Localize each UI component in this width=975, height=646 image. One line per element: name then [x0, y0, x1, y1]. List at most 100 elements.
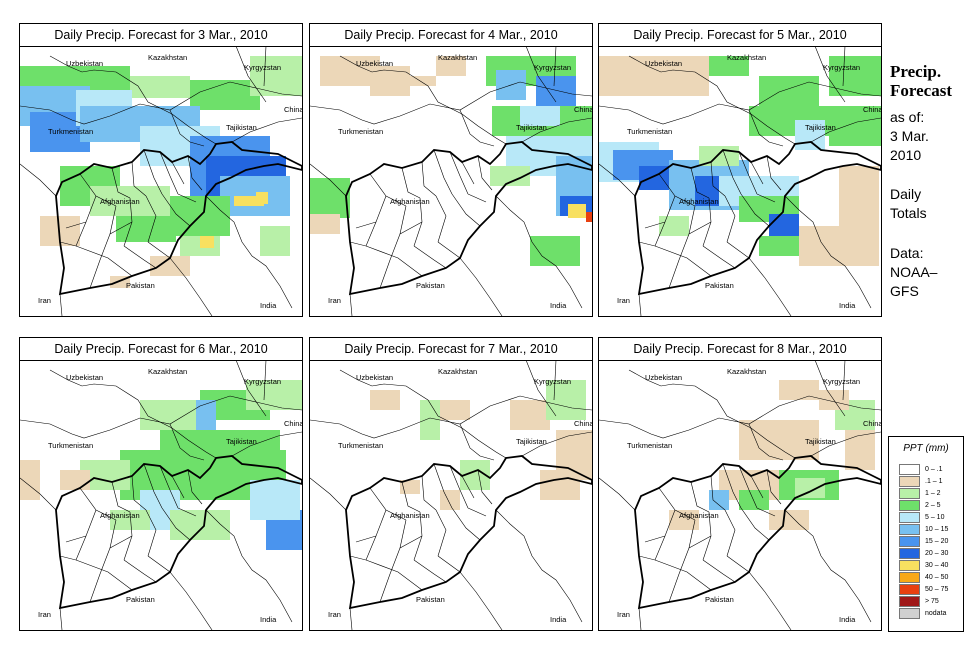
- country-label-afghanistan: Afghanistan: [100, 511, 140, 520]
- province-border: [59, 555, 77, 561]
- country-border: [628, 369, 796, 459]
- province-border: [654, 509, 676, 561]
- legend-item: 50 – 75: [899, 584, 961, 595]
- country-label-kazakhstan: Kazakhstan: [438, 53, 477, 62]
- legend-swatch: [899, 500, 920, 511]
- province-border: [668, 259, 680, 289]
- country-border: [49, 369, 217, 459]
- province-border: [722, 149, 742, 195]
- province-border: [75, 245, 133, 277]
- forecast-panel-mar-8: Daily Precip. Forecast for 8 Mar., 2010 …: [598, 337, 882, 631]
- country-border: [310, 477, 347, 511]
- data-source-line1: Data:: [890, 245, 924, 261]
- country-border: [20, 81, 302, 125]
- country-label-kazakhstan: Kazakhstan: [148, 53, 187, 62]
- afghanistan-border: [345, 141, 592, 296]
- legend-item: 0 – .1: [899, 464, 961, 475]
- province-border: [467, 507, 487, 517]
- legend-label: > 75: [925, 598, 939, 605]
- country-border: [263, 360, 267, 401]
- legend-item: > 75: [899, 596, 961, 607]
- province-border: [437, 241, 461, 259]
- country-label-tajikistan: Tajikistan: [805, 437, 836, 446]
- precip-cell: [116, 216, 176, 242]
- province-border: [355, 535, 377, 543]
- legend-label: .1 – 1: [925, 478, 943, 485]
- country-label-afghanistan: Afghanistan: [679, 197, 719, 206]
- country-border: [349, 607, 353, 630]
- country-border: [459, 423, 495, 461]
- country-label-tajikistan: Tajikistan: [226, 437, 257, 446]
- country-label-tajikistan: Tajikistan: [805, 123, 836, 132]
- legend-item: .1 – 1: [899, 476, 961, 487]
- legend-swatch: [899, 476, 920, 487]
- province-border: [187, 155, 203, 191]
- country-label-tajikistan: Tajikistan: [226, 123, 257, 132]
- country-border: [638, 293, 642, 316]
- precip-cell: [436, 56, 466, 76]
- country-label-india: India: [550, 301, 567, 310]
- legend-swatch: [899, 608, 920, 619]
- province-border: [365, 195, 387, 247]
- precip-cell: [200, 236, 214, 248]
- province-border: [145, 509, 157, 557]
- country-border: [20, 477, 57, 511]
- country-border: [205, 509, 293, 623]
- country-label-china: China: [284, 105, 302, 114]
- country-border: [748, 109, 784, 147]
- province-border: [401, 481, 421, 513]
- legend-label: 10 – 15: [925, 526, 949, 533]
- province-border: [722, 463, 742, 509]
- country-border: [599, 395, 881, 439]
- province-border: [421, 161, 437, 197]
- country-label-iran: Iran: [38, 610, 51, 619]
- province-border: [766, 155, 782, 191]
- province-border: [399, 535, 423, 549]
- precip-cell: [260, 226, 290, 256]
- country-border: [842, 46, 846, 87]
- legend-item: 30 – 40: [899, 560, 961, 571]
- map-canvas: Uzbekistan Kazakhstan Kyrgyzstan Turkmenist…: [20, 46, 302, 316]
- precip-cell: [190, 80, 260, 110]
- province-border: [123, 245, 157, 269]
- country-border: [205, 195, 293, 309]
- province-border: [710, 475, 726, 511]
- legend-swatch: [899, 464, 920, 475]
- province-border: [399, 221, 423, 235]
- forecast-panel-mar-7: Daily Precip. Forecast for 7 Mar., 2010 …: [309, 337, 593, 631]
- country-label-india: India: [839, 301, 856, 310]
- precip-cell: [310, 178, 350, 218]
- province-border: [111, 167, 131, 199]
- precip-cell: [795, 120, 825, 150]
- country-label-uzbekistan: Uzbekistan: [66, 59, 103, 68]
- precip-map: Uzbekistan Kazakhstan Kyrgyzstan Turkmenist…: [20, 360, 302, 630]
- panel-title: Daily Precip. Forecast for 7 Mar., 2010: [310, 338, 592, 361]
- map-canvas: Uzbekistan Kazakhstan Kyrgyzstan Turkmenist…: [599, 360, 881, 630]
- totals-line2: Totals: [890, 205, 927, 221]
- province-border: [161, 507, 191, 541]
- precip-cell: [234, 196, 264, 206]
- map-canvas: Uzbekistan Kazakhstan Kyrgyzstan Turkmenist…: [599, 46, 881, 316]
- country-label-pakistan: Pakistan: [705, 281, 734, 290]
- country-label-pakistan: Pakistan: [416, 595, 445, 604]
- precip-cell: [110, 510, 150, 530]
- province-border: [451, 193, 481, 227]
- province-border: [147, 241, 171, 259]
- afghanistan-border: [634, 141, 881, 296]
- panel-title: Daily Precip. Forecast for 3 Mar., 2010: [20, 24, 302, 47]
- country-label-pakistan: Pakistan: [705, 595, 734, 604]
- province-border: [171, 161, 185, 185]
- country-border: [638, 607, 642, 630]
- asof-date-line1: 3 Mar.: [890, 128, 929, 144]
- country-border: [842, 360, 846, 401]
- precip-cell: [196, 400, 216, 430]
- country-label-turkmenistan: Turkmenistan: [48, 441, 93, 450]
- province-border: [389, 519, 407, 575]
- country-border: [814, 46, 846, 103]
- legend-item: nodata: [899, 608, 961, 619]
- legend-swatch: [899, 596, 920, 607]
- map-canvas: Uzbekistan Kazakhstan Kyrgyzstan Turkmenist…: [310, 46, 592, 316]
- country-label-kyrgyzstan: Kyrgyzstan: [244, 63, 281, 72]
- province-border: [147, 555, 171, 573]
- afghanistan-border: [55, 455, 302, 610]
